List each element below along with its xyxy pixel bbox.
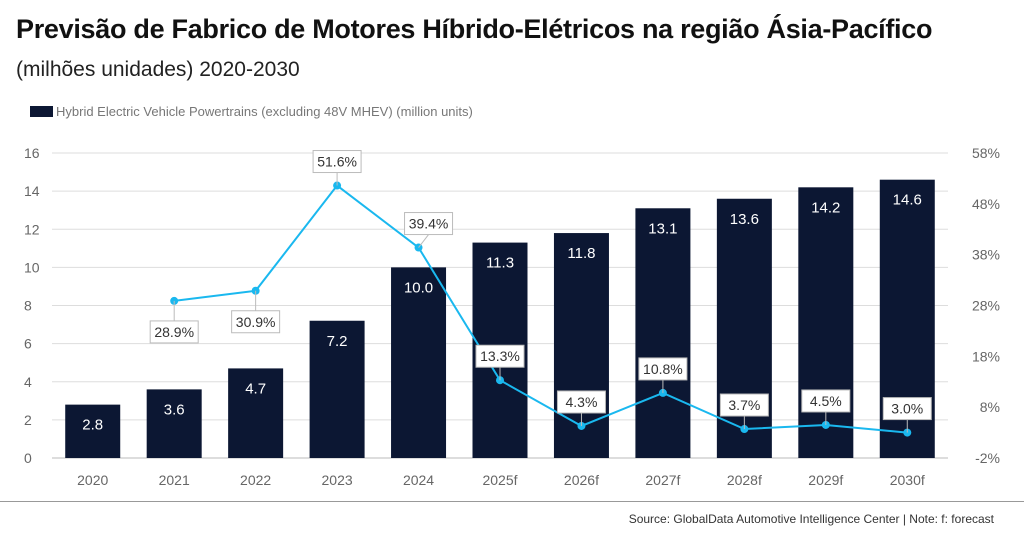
y-left-tick-label: 12 <box>24 221 40 237</box>
legend: Hybrid Electric Vehicle Powertrains (exc… <box>30 104 473 119</box>
y-left-tick-label: 10 <box>24 259 40 275</box>
growth-label: 30.9% <box>236 314 276 330</box>
x-tick-label: 2020 <box>77 472 108 488</box>
x-tick-label: 2030f <box>890 472 925 488</box>
growth-label-box <box>801 389 851 413</box>
bar-value-label: 14.6 <box>893 192 922 209</box>
y-left-tick-label: 2 <box>24 412 32 428</box>
growth-label: 4.3% <box>565 394 597 410</box>
x-tick-label: 2025f <box>482 472 517 488</box>
y-left-tick-label: 16 <box>24 145 40 161</box>
legend-label: Hybrid Electric Vehicle Powertrains (exc… <box>56 104 473 119</box>
growth-label-box <box>231 310 281 334</box>
legend-swatch <box>30 106 53 117</box>
y-right-tick-label: 38% <box>972 247 1000 263</box>
x-tick-label: 2022 <box>240 472 271 488</box>
x-tick-label: 2026f <box>564 472 599 488</box>
growth-label: 3.0% <box>891 401 923 417</box>
y-right-tick-label: 48% <box>972 196 1000 212</box>
bar <box>228 368 284 458</box>
y-right-tick-label: 28% <box>972 298 1000 314</box>
divider <box>0 501 1024 502</box>
bar-value-label: 11.8 <box>567 245 595 262</box>
growth-label-box <box>638 357 688 381</box>
bar-value-label: 4.7 <box>245 380 266 397</box>
growth-label-box <box>719 393 769 417</box>
source-note: Source: GlobalData Automotive Intelligen… <box>628 512 994 526</box>
x-tick-label: 2027f <box>645 472 680 488</box>
bar-value-label: 11.3 <box>486 255 514 272</box>
x-tick-label: 2028f <box>727 472 762 488</box>
bar <box>65 404 121 458</box>
growth-label: 13.3% <box>480 348 520 364</box>
growth-label-box <box>149 320 199 344</box>
growth-label: 4.5% <box>810 393 842 409</box>
growth-label: 51.6% <box>317 154 357 170</box>
label-leader <box>418 234 429 248</box>
growth-label-box <box>312 150 362 174</box>
y-left-tick-label: 14 <box>24 183 40 199</box>
bar-value-label: 14.2 <box>811 199 840 216</box>
bar-value-label: 10.0 <box>404 279 433 296</box>
x-tick-label: 2029f <box>808 472 843 488</box>
y-left-tick-label: 8 <box>24 298 32 314</box>
growth-label-box <box>404 212 454 236</box>
y-left-tick-label: 6 <box>24 336 32 352</box>
growth-label: 39.4% <box>409 216 449 232</box>
x-tick-label: 2021 <box>159 472 190 488</box>
y-left-tick-label: 4 <box>24 374 32 390</box>
bar-value-label: 7.2 <box>327 333 348 350</box>
growth-line <box>174 184 908 434</box>
chart-title: Previsão de Fabrico de Motores Híbrido-E… <box>16 14 933 44</box>
bar <box>635 208 691 458</box>
chart-subtitle: (milhões unidades) 2020-2030 <box>16 58 300 81</box>
bar <box>391 267 447 458</box>
y-right-tick-label: 58% <box>972 145 1000 161</box>
y-left-tick-label: 0 <box>24 450 32 466</box>
growth-label-box <box>475 344 525 368</box>
chart: 0 2 4 6 8 10 12 14 16 -2% 8% 18% 28% 38% 48% 58% 2.8 3.6 4… <box>24 145 1000 488</box>
bar-value-label: 3.6 <box>164 401 185 418</box>
y-right-tick-label: -2% <box>975 450 1000 466</box>
bar-value-label: 13.1 <box>648 220 677 237</box>
x-tick-label: 2023 <box>322 472 353 488</box>
growth-label-box <box>882 397 932 421</box>
x-tick-label: 2024 <box>403 472 434 488</box>
growth-label: 3.7% <box>728 397 760 413</box>
growth-label-box <box>556 390 606 414</box>
y-right-tick-label: 8% <box>980 399 1000 415</box>
y-right-tick-label: 18% <box>972 348 1000 364</box>
growth-label: 10.8% <box>643 361 683 377</box>
bar <box>146 389 202 458</box>
bar <box>309 320 365 458</box>
growth-label: 28.9% <box>154 324 194 340</box>
bar-value-label: 2.8 <box>82 417 103 434</box>
bar-value-label: 13.6 <box>730 211 759 228</box>
